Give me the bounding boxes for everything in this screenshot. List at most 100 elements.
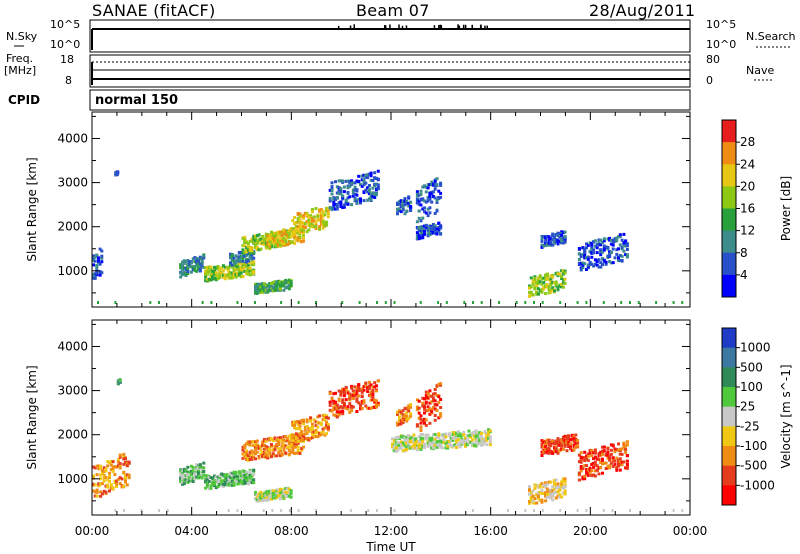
power-cell [332, 206, 336, 210]
power-cell [337, 192, 341, 196]
velocity-cell [124, 457, 127, 461]
power-cell [430, 183, 434, 187]
velocity-cell [294, 451, 298, 455]
velocity-cell [439, 383, 443, 387]
velocity-cell [375, 405, 378, 409]
power-cell [622, 232, 626, 236]
power-cell [273, 280, 277, 284]
power-cell [428, 227, 432, 231]
velocity-cell [227, 475, 231, 479]
velocity-cell [608, 458, 612, 462]
velocity-cluster [396, 403, 413, 427]
power-cell [239, 256, 243, 260]
power-cell [551, 232, 555, 236]
power-colorbar-tick-label: 12 [740, 224, 755, 238]
velocity-cell [585, 464, 588, 468]
power-cell [366, 186, 370, 190]
velocity-cell [617, 458, 620, 462]
velocity-cell [342, 405, 346, 409]
velocity-cell [528, 501, 531, 505]
velocity-cell [293, 420, 297, 424]
power-cell [353, 185, 357, 189]
power-cell [431, 231, 435, 235]
velocity-cell [277, 491, 281, 494]
power-cell [230, 258, 234, 261]
velocity-cell [533, 497, 537, 501]
velocity-cell [325, 426, 329, 430]
velocity-cell [277, 451, 281, 455]
velocity-cell [437, 416, 441, 420]
velocity-cell [227, 483, 231, 487]
velocity-cell [371, 405, 375, 409]
power-cell [227, 269, 231, 273]
velocity-cell [255, 439, 259, 443]
power-cell [357, 197, 361, 201]
power-cell [293, 241, 297, 245]
velocity-cell [273, 454, 277, 458]
velocity-cell [200, 466, 204, 470]
velocity-cell [125, 483, 129, 487]
velocity-cell [419, 448, 423, 451]
velocity-cell [536, 496, 540, 500]
velocity-ground-cell [367, 509, 370, 512]
power-cell [275, 284, 279, 288]
power-cell [417, 229, 421, 233]
velocity-cell [202, 470, 206, 473]
power-cell [337, 179, 341, 183]
power-cell [417, 199, 421, 203]
power-cell [426, 232, 430, 236]
velocity-cell [611, 465, 615, 468]
power-cell [230, 263, 234, 267]
velocity-cell [271, 438, 275, 442]
velocity-cell [127, 461, 131, 465]
power-cell [549, 290, 553, 294]
power-cluster [577, 232, 629, 272]
velocity-cell [218, 480, 222, 484]
power-cell [243, 238, 247, 242]
power-cell [346, 179, 350, 183]
power-cell [321, 226, 325, 230]
velocity-xtick-label: 16:00 [473, 524, 508, 538]
velocity-colorbar-tick-label: 500 [740, 360, 763, 374]
velocity-cell [250, 449, 254, 453]
velocity-cell [469, 433, 473, 437]
velocity-cell [298, 433, 302, 437]
velocity-cell [551, 489, 555, 493]
power-cell [421, 197, 425, 201]
power-cell [561, 272, 565, 276]
velocity-cell [371, 385, 375, 389]
velocity-cell [547, 443, 551, 447]
power-cell [339, 179, 343, 183]
velocity-cell [309, 437, 313, 440]
velocity-cell [198, 463, 202, 467]
power-cell [590, 262, 594, 266]
velocity-cell [319, 433, 323, 436]
velocity-cell [456, 442, 460, 446]
velocity-cell [449, 444, 453, 448]
velocity-cell [234, 472, 238, 476]
power-cell [225, 267, 229, 271]
velocity-cell [415, 439, 419, 443]
velocity-cell [122, 470, 126, 474]
velocity-cell [213, 479, 216, 483]
velocity-cell [321, 418, 325, 421]
power-cell [369, 174, 373, 178]
velocity-cell [553, 482, 556, 486]
velocity-ytick-label: 4000 [57, 339, 88, 353]
velocity-cell [624, 466, 628, 470]
velocity-cell [430, 441, 434, 445]
power-cell [271, 237, 275, 241]
power-cell [259, 238, 263, 241]
velocity-cell [100, 492, 104, 496]
velocity-cell [553, 491, 556, 494]
power-cell [583, 256, 587, 260]
velocity-cell [433, 392, 437, 396]
power-cell [270, 234, 273, 238]
velocity-cell [391, 442, 394, 446]
velocity-cell [284, 494, 288, 498]
velocity-cell [538, 483, 542, 487]
power-cell [417, 237, 421, 241]
velocity-cell [375, 399, 378, 403]
power-cell [181, 271, 184, 275]
velocity-cell [561, 486, 565, 490]
